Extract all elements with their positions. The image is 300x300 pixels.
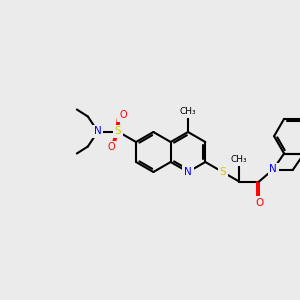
Text: O: O [255, 197, 263, 208]
Text: O: O [119, 110, 127, 121]
Text: O: O [107, 142, 115, 152]
Text: CH₃: CH₃ [180, 107, 196, 116]
Text: N: N [269, 164, 277, 175]
Text: N: N [184, 167, 192, 177]
Text: S: S [219, 167, 226, 177]
Text: CH₃: CH₃ [231, 155, 248, 164]
Text: S: S [115, 127, 121, 136]
Text: N: N [94, 127, 102, 136]
